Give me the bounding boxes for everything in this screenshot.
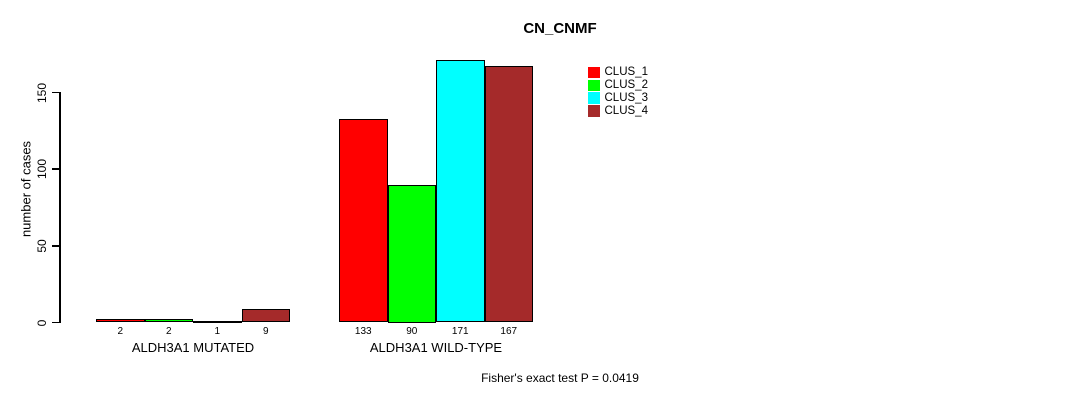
bar-clus_1-mutated — [96, 319, 145, 323]
bar-clus_2-mutated — [144, 319, 193, 323]
bar-value-label: 171 — [451, 326, 469, 337]
legend-label: CLUS_3 — [604, 91, 648, 104]
bar-clus_3-mutated — [193, 320, 242, 323]
category-label: ALDH3A1 WILD-TYPE — [369, 340, 503, 355]
y-tick-label: 50 — [35, 239, 49, 253]
y-tick-label: 100 — [35, 159, 49, 180]
legend-swatch — [588, 92, 600, 104]
legend-item-clus_4: CLUS_4 — [588, 105, 648, 118]
y-tick-label: 0 — [35, 319, 49, 326]
bar-value-label: 2 — [117, 326, 124, 337]
y-axis-line — [59, 92, 61, 323]
chart-title: CN_CNMF — [523, 20, 597, 37]
legend-label: CLUS_1 — [604, 66, 648, 78]
legend-swatch — [588, 105, 600, 117]
y-tick-label: 150 — [35, 82, 49, 103]
bar-clus_3-wild-type — [436, 60, 485, 323]
bar-value-label: 2 — [165, 326, 172, 337]
bar-clus_1-wild-type — [339, 118, 388, 323]
legend-label: CLUS_4 — [604, 104, 648, 117]
bar-clus_4-mutated — [241, 308, 290, 323]
legend-swatch — [588, 66, 600, 79]
legend-item-clus_3: CLUS_3 — [588, 92, 648, 105]
y-tick-mark — [52, 321, 59, 324]
bar-clus_2-wild-type — [387, 184, 436, 323]
bar-value-label: 167 — [500, 326, 518, 337]
legend-item-clus_2: CLUS_2 — [588, 79, 648, 92]
legend-swatch — [588, 79, 600, 92]
annotation-text: Fisher's exact test P = 0.0419 — [481, 371, 639, 385]
bar-value-label: 90 — [406, 326, 418, 337]
y-tick-mark — [52, 245, 59, 247]
bar-value-label: 133 — [354, 326, 372, 337]
category-label: ALDH3A1 MUTATED — [131, 340, 255, 355]
bar-value-label: 9 — [262, 326, 269, 337]
legend-label: CLUS_2 — [604, 78, 648, 91]
bar-value-label: 1 — [214, 326, 221, 337]
legend-item-clus_1: CLUS_1 — [588, 66, 648, 79]
y-axis-label: number of cases — [18, 140, 34, 238]
legend: CLUS_1 CLUS_2 CLUS_3 CLUS_4 — [588, 66, 648, 118]
y-tick-mark — [52, 91, 59, 94]
y-tick-mark — [52, 168, 59, 170]
bar-clus_4-wild-type — [484, 66, 533, 323]
